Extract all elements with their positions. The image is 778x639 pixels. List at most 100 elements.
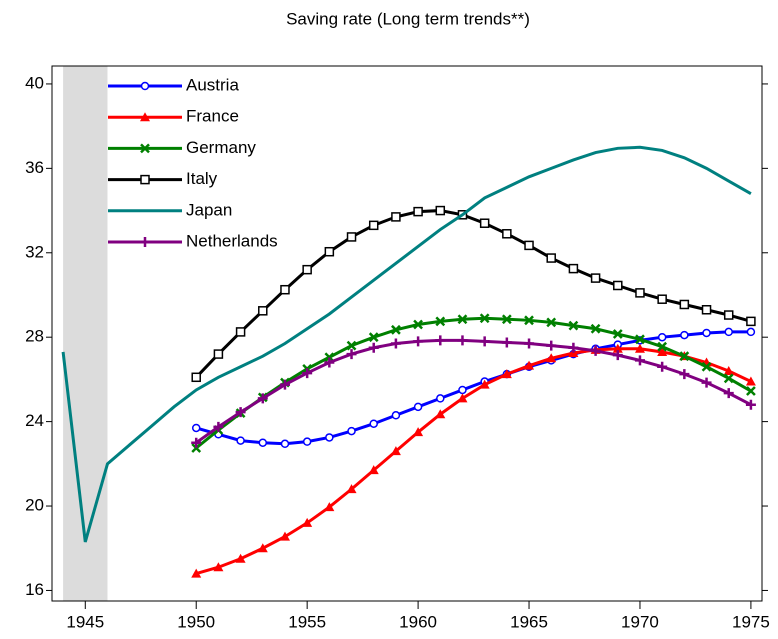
y-tick-label: 28 — [25, 327, 44, 346]
marker — [436, 394, 445, 403]
marker — [435, 335, 446, 346]
marker — [435, 205, 446, 216]
marker — [191, 443, 202, 453]
marker — [390, 446, 401, 456]
marker — [745, 399, 756, 410]
y-tick-label: 40 — [25, 73, 44, 92]
marker — [746, 386, 756, 396]
marker — [213, 349, 224, 359]
marker — [390, 338, 401, 349]
marker — [502, 229, 512, 239]
marker — [612, 343, 623, 353]
marker — [325, 433, 334, 442]
marker — [723, 388, 734, 399]
marker — [368, 465, 379, 475]
y-tick-label: 16 — [25, 580, 44, 599]
marker — [368, 220, 379, 231]
marker — [568, 342, 579, 353]
marker — [191, 423, 201, 433]
marker — [679, 299, 690, 310]
marker — [746, 316, 756, 327]
marker — [701, 361, 712, 372]
marker — [413, 427, 424, 437]
marker — [568, 263, 579, 274]
x-tick-label: 1945 — [66, 612, 104, 631]
marker — [346, 349, 357, 360]
marker — [501, 314, 512, 325]
marker — [191, 568, 202, 578]
legend-marker — [140, 143, 150, 154]
marker — [657, 341, 668, 352]
marker — [391, 411, 401, 420]
marker — [235, 407, 246, 418]
marker — [213, 421, 224, 432]
marker — [612, 329, 623, 339]
marker — [347, 426, 356, 436]
series-line — [195, 347, 752, 576]
marker — [679, 351, 690, 362]
marker — [413, 402, 423, 412]
legend-marker — [140, 81, 150, 91]
marker — [723, 365, 734, 375]
legend-label: Italy — [186, 169, 218, 188]
legend-label: Japan — [186, 200, 232, 219]
marker — [524, 315, 534, 326]
chart-title: Saving rate (Long term trends**) — [286, 9, 530, 28]
marker — [302, 437, 312, 446]
marker — [479, 379, 490, 389]
marker — [501, 337, 512, 348]
marker — [280, 284, 290, 295]
marker — [258, 438, 268, 447]
marker — [257, 543, 268, 553]
marker — [723, 373, 734, 384]
marker — [324, 502, 335, 512]
marker — [702, 328, 711, 338]
marker — [546, 353, 557, 363]
marker — [613, 280, 623, 291]
marker — [413, 336, 424, 347]
marker — [546, 340, 557, 351]
marker — [236, 436, 245, 445]
marker — [590, 345, 601, 356]
marker — [457, 393, 468, 403]
marker — [302, 368, 313, 379]
marker — [324, 357, 335, 368]
marker — [369, 419, 378, 428]
marker — [435, 316, 446, 327]
legend-label: Germany — [186, 138, 256, 157]
marker — [479, 218, 490, 228]
marker — [701, 377, 712, 388]
marker — [302, 264, 312, 275]
marker — [590, 273, 601, 283]
y-tick-label: 24 — [25, 411, 44, 430]
marker — [479, 336, 490, 347]
x-tick-label: 1960 — [399, 612, 437, 631]
shaded-period — [63, 66, 108, 601]
marker — [657, 332, 667, 342]
series-line — [61, 145, 752, 543]
marker — [524, 240, 534, 251]
marker — [346, 232, 357, 242]
marker — [458, 385, 467, 395]
legend-label: Austria — [186, 75, 239, 94]
marker — [680, 330, 689, 340]
x-tick-label: 1955 — [288, 612, 326, 631]
marker — [701, 305, 712, 315]
marker — [324, 246, 335, 257]
marker — [679, 369, 690, 380]
x-tick-label: 1950 — [177, 612, 215, 631]
marker — [457, 335, 468, 346]
legend-label: Netherlands — [186, 231, 278, 250]
marker — [279, 531, 290, 541]
marker — [235, 327, 246, 337]
marker — [346, 484, 357, 494]
marker — [413, 206, 423, 217]
marker — [479, 313, 490, 324]
marker — [746, 327, 756, 337]
marker — [413, 319, 423, 330]
marker — [724, 327, 733, 337]
y-tick-label: 32 — [25, 242, 44, 261]
plot-frame — [51, 65, 763, 602]
marker — [524, 338, 535, 349]
